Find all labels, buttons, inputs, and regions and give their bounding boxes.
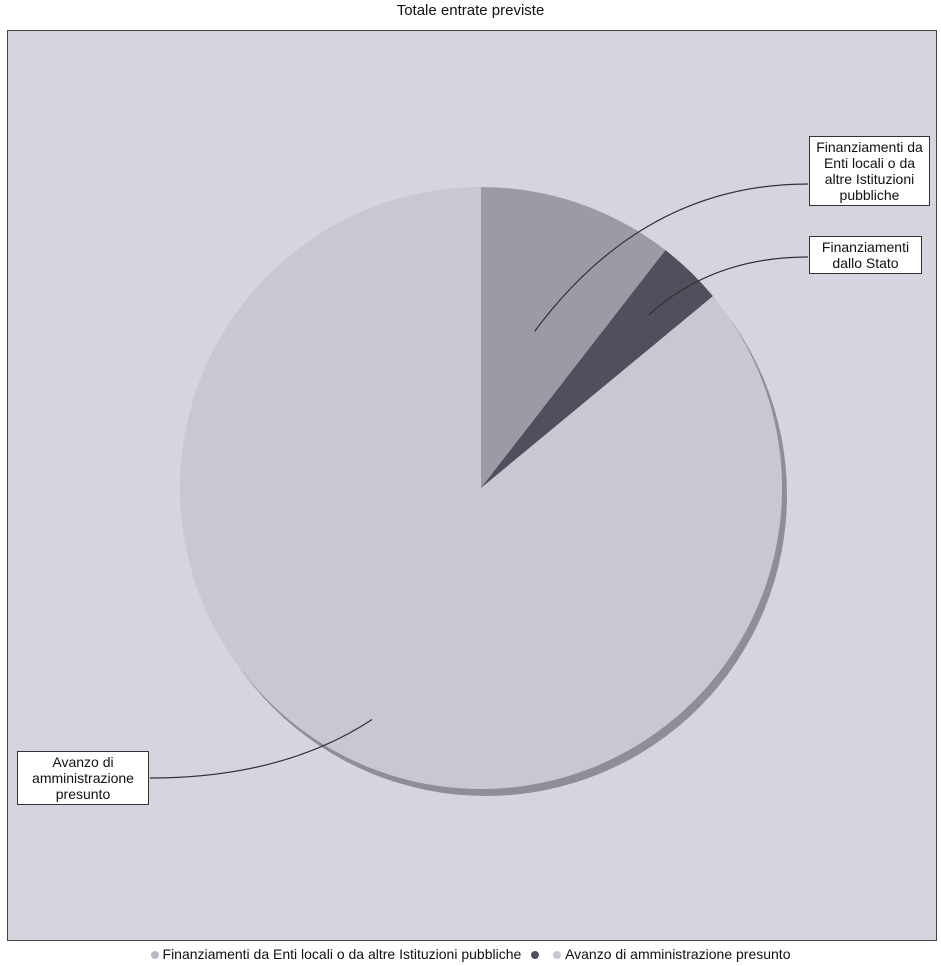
pie-slice-2[interactable]: [179, 187, 782, 789]
pie-slice-0[interactable]: [481, 187, 666, 488]
slice-label-stato: Finanziamenti dallo Stato: [809, 236, 922, 274]
slice-label-avanzo: Avanzo di amministrazione presunto: [17, 751, 149, 805]
legend-item-avanzo[interactable]: Avanzo di amministrazione presunto: [553, 946, 790, 962]
legend-label: Avanzo di amministrazione presunto: [565, 946, 791, 962]
legend-marker-icon: [150, 951, 159, 960]
leader-line-1: [648, 256, 809, 316]
legend: Finanziamenti da Enti locali o da altre …: [0, 946, 941, 962]
slice-label-enti-locali: Finanziamenti da Enti locali o da altre …: [809, 136, 930, 206]
legend-label: Finanziamenti da Enti locali o da altre …: [162, 946, 522, 962]
legend-marker-icon: [531, 951, 540, 960]
leader-line-0: [534, 183, 809, 332]
legend-marker-icon: [553, 951, 562, 960]
legend-item-stato[interactable]: [531, 946, 543, 962]
legend-item-enti-locali[interactable]: Finanziamenti da Enti locali o da altre …: [150, 946, 522, 962]
chart-title: Totale entrate previste: [396, 2, 545, 19]
leader-line-2: [149, 718, 373, 779]
